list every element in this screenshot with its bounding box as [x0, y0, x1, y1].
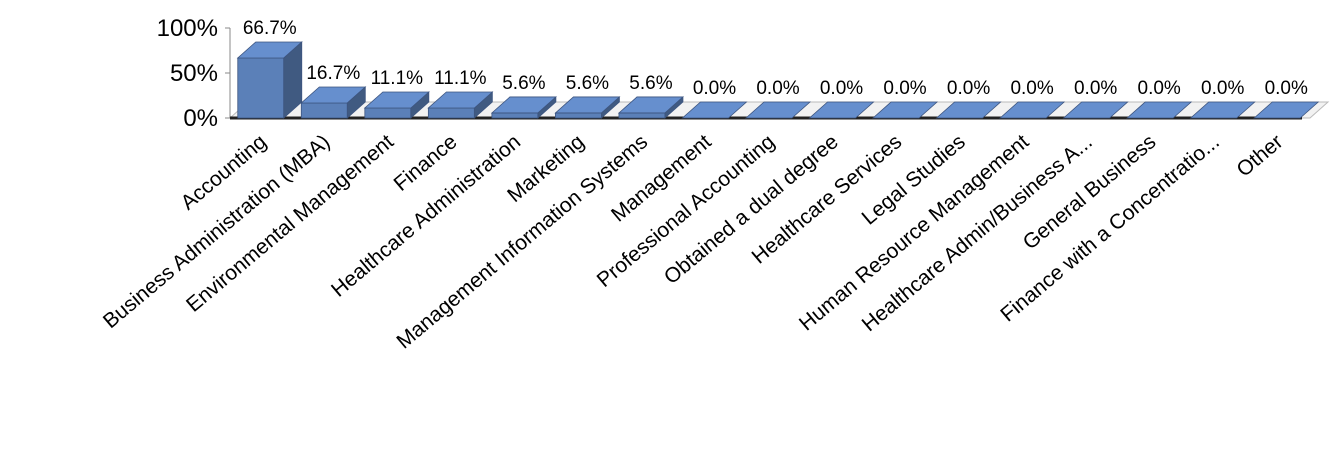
- value-label: 11.1%: [371, 68, 424, 89]
- x-tick-label: Human Resource Management: [795, 130, 1033, 335]
- bar-front: [618, 112, 666, 119]
- value-label: 11.1%: [434, 68, 487, 89]
- value-label: 0.0%: [1074, 78, 1117, 99]
- bar-top: [236, 41, 303, 59]
- bar-top: [999, 101, 1066, 119]
- value-label: 0.0%: [1201, 78, 1244, 99]
- bar-top: [872, 101, 939, 119]
- bar-top: [744, 101, 812, 119]
- value-label: 0.0%: [947, 78, 990, 99]
- bar-front: [555, 112, 602, 119]
- value-label: 5.6%: [566, 73, 609, 94]
- value-label: 0.0%: [693, 78, 736, 99]
- bar-top: [1062, 101, 1129, 119]
- value-label: 0.0%: [1010, 78, 1053, 99]
- value-label: 0.0%: [820, 78, 863, 99]
- value-label: 0.0%: [1265, 78, 1308, 99]
- y-tick-label: 0%: [183, 105, 218, 132]
- x-tick-label: Business Administration (MBA): [99, 130, 335, 333]
- y-tick-label: 50%: [170, 60, 218, 87]
- value-label: 5.6%: [502, 73, 545, 94]
- value-label: 5.6%: [629, 73, 672, 94]
- bar-top: [681, 101, 748, 119]
- x-tick-label: Other: [1232, 130, 1287, 181]
- bar-top: [808, 101, 875, 119]
- value-label: 16.7%: [306, 63, 360, 84]
- bar-top: [1189, 101, 1256, 119]
- y-tick-label: 100%: [157, 15, 218, 42]
- value-label: 0.0%: [756, 78, 799, 99]
- value-label: 0.0%: [883, 78, 926, 99]
- bar-top: [1253, 101, 1320, 119]
- bar-top: [490, 96, 557, 114]
- bar-top: [427, 91, 494, 109]
- bar-top: [554, 96, 621, 114]
- bar-top: [935, 101, 1002, 119]
- bar-front: [300, 102, 348, 119]
- bar-front: [364, 107, 412, 119]
- bar-top: [1126, 101, 1193, 119]
- bar-top: [363, 91, 430, 109]
- bar-top: [300, 86, 367, 104]
- bar-front: [427, 107, 475, 119]
- value-label: 0.0%: [1138, 78, 1181, 99]
- x-tick-label: Healthcare Admin/Business A...: [858, 130, 1097, 336]
- bar-front: [237, 57, 285, 119]
- value-label: 66.7%: [243, 18, 297, 39]
- bar-front: [491, 112, 539, 119]
- bar-top: [617, 96, 684, 114]
